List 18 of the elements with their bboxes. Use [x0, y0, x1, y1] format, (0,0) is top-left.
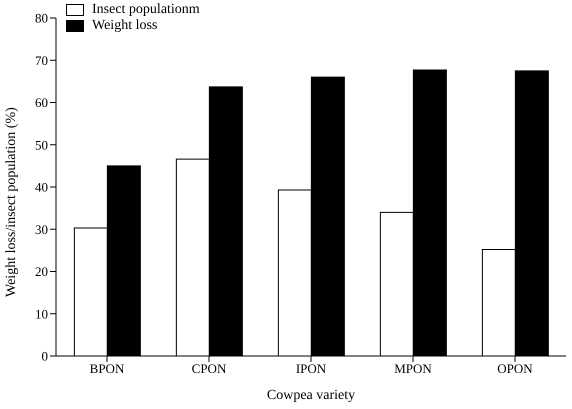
y-tick-label: 70 — [35, 52, 48, 68]
x-axis-title: Cowpea variety — [266, 388, 356, 403]
x-tick-label: OPON — [497, 361, 534, 376]
x-tick-label: CPON — [192, 361, 227, 376]
y-tick-label: 80 — [35, 10, 48, 26]
y-tick-label: 10 — [35, 306, 48, 322]
y-axis-title: Weight loss/insect population (%) — [4, 106, 19, 297]
y-tick-label: 40 — [35, 180, 48, 195]
x-tick-label: BPON — [90, 361, 125, 376]
y-tick-label: 50 — [35, 137, 48, 152]
y-tick-label: 60 — [35, 95, 48, 110]
y-tick-label: 20 — [35, 264, 48, 280]
x-tick-label: IPON — [296, 361, 327, 376]
legend-label: Insect populationm — [92, 2, 200, 18]
legend-label: Weight loss — [92, 18, 158, 34]
x-tick-label: MPON — [394, 361, 432, 376]
y-tick-label: 0 — [42, 348, 48, 364]
y-tick-label: 30 — [35, 222, 48, 237]
